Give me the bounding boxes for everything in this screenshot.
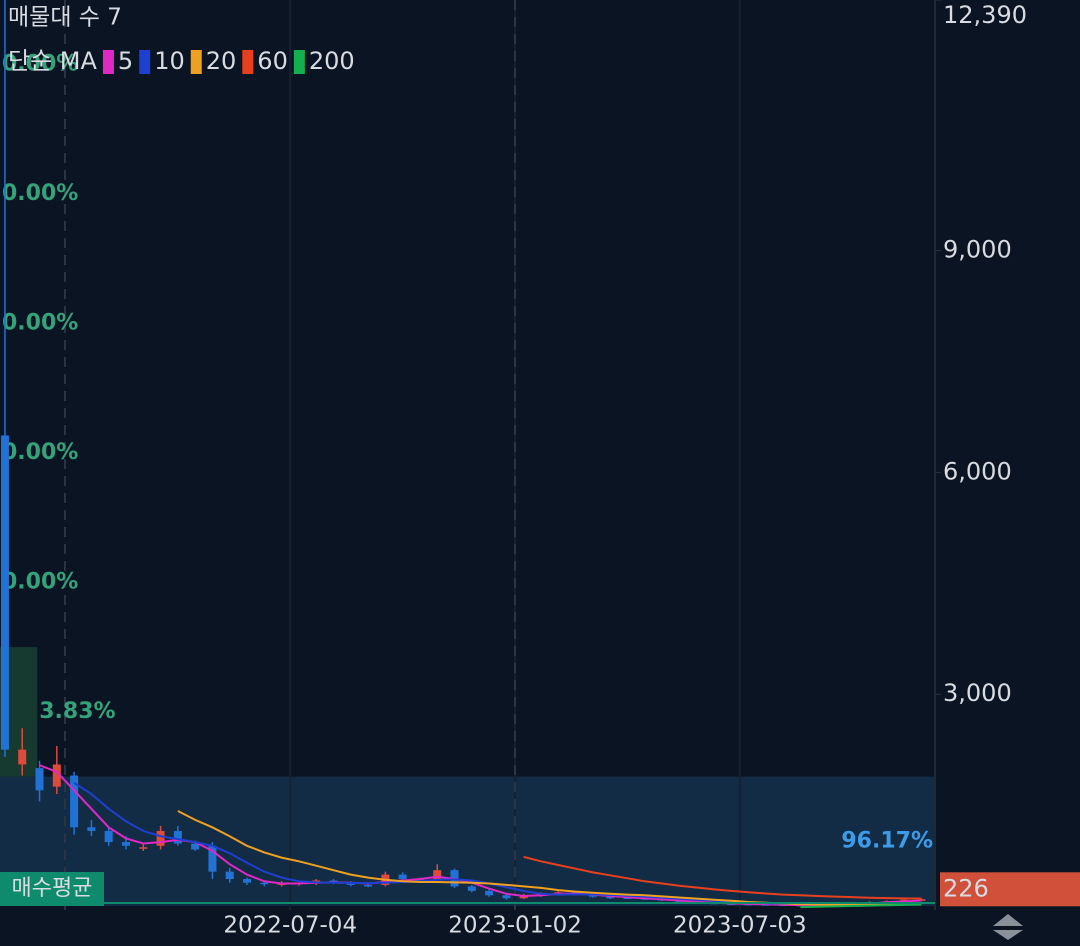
candle-body <box>364 884 373 887</box>
legend-label: 10 <box>154 47 185 75</box>
candle-body <box>208 845 217 872</box>
x-tick-label: 2023-07-03 <box>673 913 807 939</box>
x-tick-label: 2022-07-04 <box>223 913 357 939</box>
legend-label: 20 <box>206 47 237 75</box>
candle-body <box>606 896 615 899</box>
y-tick-label: 9,000 <box>943 236 1012 264</box>
legend: 단순 MA 5 10 20 60 200 <box>8 47 355 75</box>
candle-body <box>87 827 96 831</box>
candle-body <box>260 882 269 885</box>
candle-body <box>467 886 476 891</box>
avg-buy-label: 매수평균 <box>12 876 93 901</box>
volume-profile-label: 96.17% <box>841 828 933 853</box>
ma-line <box>523 855 922 900</box>
legend-swatch <box>293 50 305 74</box>
candle-body <box>917 899 926 901</box>
legend-label: 60 <box>257 47 288 75</box>
candle-body <box>243 879 252 883</box>
volume-profile-label: 0.00% <box>2 181 78 206</box>
legend-swatch <box>139 50 151 74</box>
chart-title: 매물대 수 7 <box>8 5 122 31</box>
ma-line <box>177 810 922 906</box>
scroll-handle[interactable] <box>993 914 1023 940</box>
volume-profile-label: 0.00% <box>2 440 78 465</box>
candle-body <box>52 764 61 787</box>
volume-profile-label: 3.83% <box>39 699 115 724</box>
legend-label: 5 <box>118 47 133 75</box>
legend-label: 200 <box>309 47 355 75</box>
y-tick-label: 6,000 <box>943 457 1012 485</box>
candle-body <box>191 843 200 850</box>
x-tick-label: 2023-01-02 <box>448 913 582 939</box>
candle-body <box>588 894 597 897</box>
candle-body <box>156 830 165 846</box>
legend-swatch <box>190 50 202 74</box>
current-price-label: 226 <box>943 874 989 902</box>
legend-swatch <box>102 50 114 74</box>
candle-body <box>121 842 130 846</box>
current-price-badge <box>940 872 1080 907</box>
candle-body <box>398 874 407 880</box>
candle-body <box>225 871 234 880</box>
volume-profile-label: 0.00% <box>2 569 78 594</box>
y-tick-label: 3,000 <box>943 679 1012 707</box>
avg-buy-badge <box>0 871 104 906</box>
candle-body <box>485 890 494 896</box>
candle-body <box>623 897 632 900</box>
volume-profile-label: 0.00% <box>2 52 78 77</box>
volume-profile-bar <box>0 776 935 907</box>
candle-body <box>173 830 182 844</box>
back-layer <box>0 0 941 910</box>
candle-body <box>433 870 442 880</box>
legend-swatch <box>242 50 254 74</box>
candle-body <box>0 435 9 750</box>
candle-body <box>502 895 511 899</box>
candle-body <box>104 830 113 843</box>
candle-body <box>35 768 44 791</box>
volume-profile-label: 0.00% <box>2 311 78 336</box>
legend-title: 단순 MA <box>8 47 97 75</box>
candle-body <box>70 775 79 828</box>
ma-line <box>800 903 922 909</box>
y-tick-label: 12,390 <box>943 1 1027 29</box>
candle-body <box>139 847 148 849</box>
candle-body <box>18 749 27 765</box>
